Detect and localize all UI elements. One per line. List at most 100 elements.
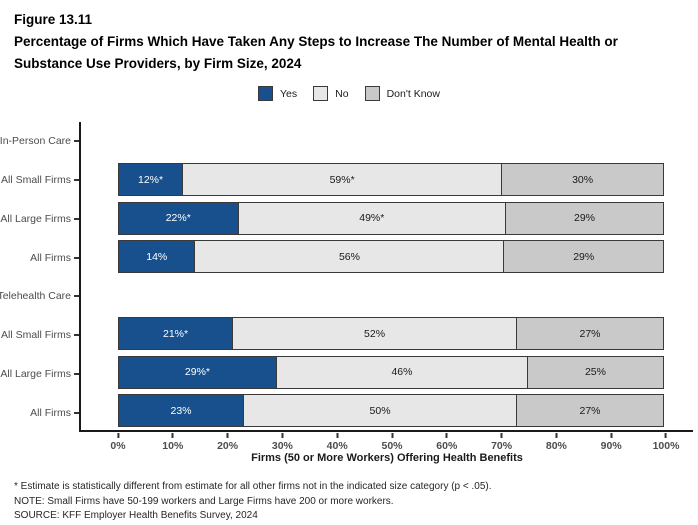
bar-track: 14% 56% 29% bbox=[118, 240, 666, 274]
footnotes: * Estimate is statistically different fr… bbox=[14, 480, 690, 524]
bar-segment-don-t-know: 25% bbox=[526, 355, 664, 389]
x-axis-tick: 60% bbox=[436, 433, 457, 452]
bar-segment-don-t-know: 30% bbox=[501, 163, 664, 197]
x-axis-tick-label: 40% bbox=[326, 440, 348, 452]
y-axis-tick-mark bbox=[74, 179, 79, 182]
bar-segment-no: 49%* bbox=[237, 201, 507, 235]
x-axis-tick-mark bbox=[171, 433, 174, 438]
y-axis-label-telehealth-care: Telehealth Care bbox=[0, 290, 71, 303]
bar-track: 21%* 52% 27% bbox=[118, 317, 666, 351]
bar-segment-yes: 12%* bbox=[118, 163, 184, 197]
y-axis-tick-mark bbox=[74, 295, 79, 298]
x-axis-tick-label: 20% bbox=[217, 440, 239, 452]
y-axis-tick-mark bbox=[74, 334, 79, 337]
x-axis-tick: 30% bbox=[272, 433, 293, 452]
bar-row: 22%* 49%* 29% bbox=[81, 199, 693, 238]
bar-track: 22%* 49%* 29% bbox=[118, 201, 666, 235]
x-axis-title: Firms (50 or More Workers) Offering Heal… bbox=[251, 452, 523, 464]
footnote-estimate: * Estimate is statistically different fr… bbox=[14, 481, 492, 492]
x-axis-tick: 20% bbox=[217, 433, 238, 452]
y-axis-label-row: All Firms bbox=[0, 393, 79, 432]
bar-segment-yes: 22%* bbox=[118, 201, 239, 235]
y-axis-tick-mark bbox=[74, 217, 79, 220]
y-axis-tick-mark bbox=[74, 140, 79, 143]
bar-track: 12%* 59%* 30% bbox=[118, 163, 666, 197]
bar-segment-don-t-know: 27% bbox=[516, 394, 664, 428]
legend-label-no: No bbox=[335, 87, 349, 100]
y-axis-label-row: All Small Firms bbox=[0, 161, 79, 200]
legend-item-yes: Yes bbox=[258, 86, 297, 101]
bar-segment-yes: 29%* bbox=[118, 355, 277, 389]
x-axis-tick-mark bbox=[610, 433, 613, 438]
x-axis-tick-mark bbox=[281, 433, 284, 438]
x-axis-tick-label: 0% bbox=[110, 440, 126, 452]
x-axis-tick-mark bbox=[390, 433, 393, 438]
legend-item-no: No bbox=[313, 86, 349, 101]
legend-label-yes: Yes bbox=[280, 87, 298, 100]
y-axis-label-row: All Small Firms bbox=[0, 316, 79, 355]
x-axis-tick-label: 50% bbox=[381, 440, 403, 452]
figure-label: Figure 13.11 bbox=[14, 12, 93, 27]
bar-segment-yes: 23% bbox=[118, 394, 245, 428]
x-axis-tick: 100% bbox=[652, 433, 680, 452]
x-axis-tick: 70% bbox=[491, 433, 512, 452]
y-axis-label-all-small-firms: All Small Firms bbox=[1, 329, 71, 342]
y-axis-label-all-firms: All Firms bbox=[30, 251, 71, 264]
x-axis-tick-label: 80% bbox=[545, 440, 567, 452]
x-axis: 0% 10% 20% 30% 40% 50% 60% 70% 80% 90% 100% bbox=[81, 433, 693, 455]
x-axis-tick-mark bbox=[117, 433, 119, 438]
bar-segment-don-t-know: 27% bbox=[516, 317, 664, 351]
y-axis-label-row: In-Person Care bbox=[0, 122, 79, 161]
legend-swatch-yes bbox=[258, 86, 274, 101]
x-axis-tick: 50% bbox=[381, 433, 403, 452]
bar-segment-no: 50% bbox=[243, 394, 518, 428]
x-axis-tick-mark bbox=[500, 433, 503, 438]
x-axis-tick: 0% bbox=[110, 433, 126, 452]
footnote-note: NOTE: Small Firms have 50-199 workers an… bbox=[14, 495, 394, 507]
y-axis-label-all-firms: All Firms bbox=[30, 406, 71, 419]
bar-row: 12%* 59%* 30% bbox=[81, 161, 693, 200]
category-row bbox=[81, 122, 693, 161]
y-axis-label-row: Telehealth Care bbox=[0, 277, 79, 316]
category-row bbox=[81, 276, 693, 315]
x-axis-tick-mark bbox=[664, 433, 667, 438]
legend-swatch-no bbox=[313, 86, 329, 101]
chart-title-line-2: Substance Use Providers, by Firm Size, 2… bbox=[14, 56, 302, 71]
chart-title-line-1: Percentage of Firms Which Have Taken Any… bbox=[14, 34, 618, 49]
bar-segment-don-t-know: 29% bbox=[505, 201, 664, 235]
x-axis-tick: 10% bbox=[162, 433, 183, 452]
x-axis-tick-label: 90% bbox=[600, 440, 622, 452]
plot-panel: 12%* 59%* 30% 22%* 49%* 29% 14% 56% 29% 21%* 52% 27… bbox=[79, 122, 693, 432]
bar-row: 14% 56% 29% bbox=[81, 238, 693, 277]
x-axis-tick-mark bbox=[445, 433, 448, 438]
y-axis-label-all-small-firms: All Small Firms bbox=[1, 174, 71, 187]
y-axis-tick-mark bbox=[74, 411, 79, 414]
y-axis-label-all-large-firms: All Large Firms bbox=[0, 212, 71, 225]
bar-track: 23% 50% 27% bbox=[118, 394, 666, 428]
bar-segment-no: 59%* bbox=[182, 163, 503, 197]
bar-segment-no: 46% bbox=[275, 355, 528, 389]
legend-item-dont-know: Don't Know bbox=[364, 86, 440, 101]
bar-segment-no: 52% bbox=[232, 317, 518, 351]
x-axis-tick: 90% bbox=[601, 433, 622, 452]
bar-row: 23% 50% 27% bbox=[81, 392, 693, 431]
x-axis-tick-mark bbox=[226, 433, 229, 438]
y-axis-label-row: All Large Firms bbox=[0, 355, 79, 394]
y-axis-label-in-person-care: In-Person Care bbox=[0, 135, 71, 148]
y-axis-tick-mark bbox=[74, 372, 79, 375]
bar-rows: 12%* 59%* 30% 22%* 49%* 29% 14% 56% 29% 21%* 52% 27… bbox=[81, 122, 693, 430]
x-axis-tick-label: 100% bbox=[652, 440, 680, 452]
x-axis-tick-mark bbox=[555, 433, 558, 438]
footnote-source: SOURCE: KFF Employer Health Benefits Sur… bbox=[14, 510, 258, 521]
bar-segment-don-t-know: 29% bbox=[503, 240, 664, 274]
legend-label-dont-know: Don't Know bbox=[386, 87, 440, 100]
x-axis-tick-label: 10% bbox=[162, 440, 184, 452]
x-axis-tick-label: 60% bbox=[436, 440, 458, 452]
bar-segment-no: 56% bbox=[194, 240, 505, 274]
title-block: Figure 13.11 Percentage of Firms Which H… bbox=[14, 9, 688, 75]
x-axis-tick-label: 30% bbox=[271, 440, 293, 452]
x-axis-tick-mark bbox=[336, 433, 339, 438]
y-axis-label-all-large-firms: All Large Firms bbox=[0, 367, 71, 380]
x-axis-tick-label: 70% bbox=[491, 440, 513, 452]
